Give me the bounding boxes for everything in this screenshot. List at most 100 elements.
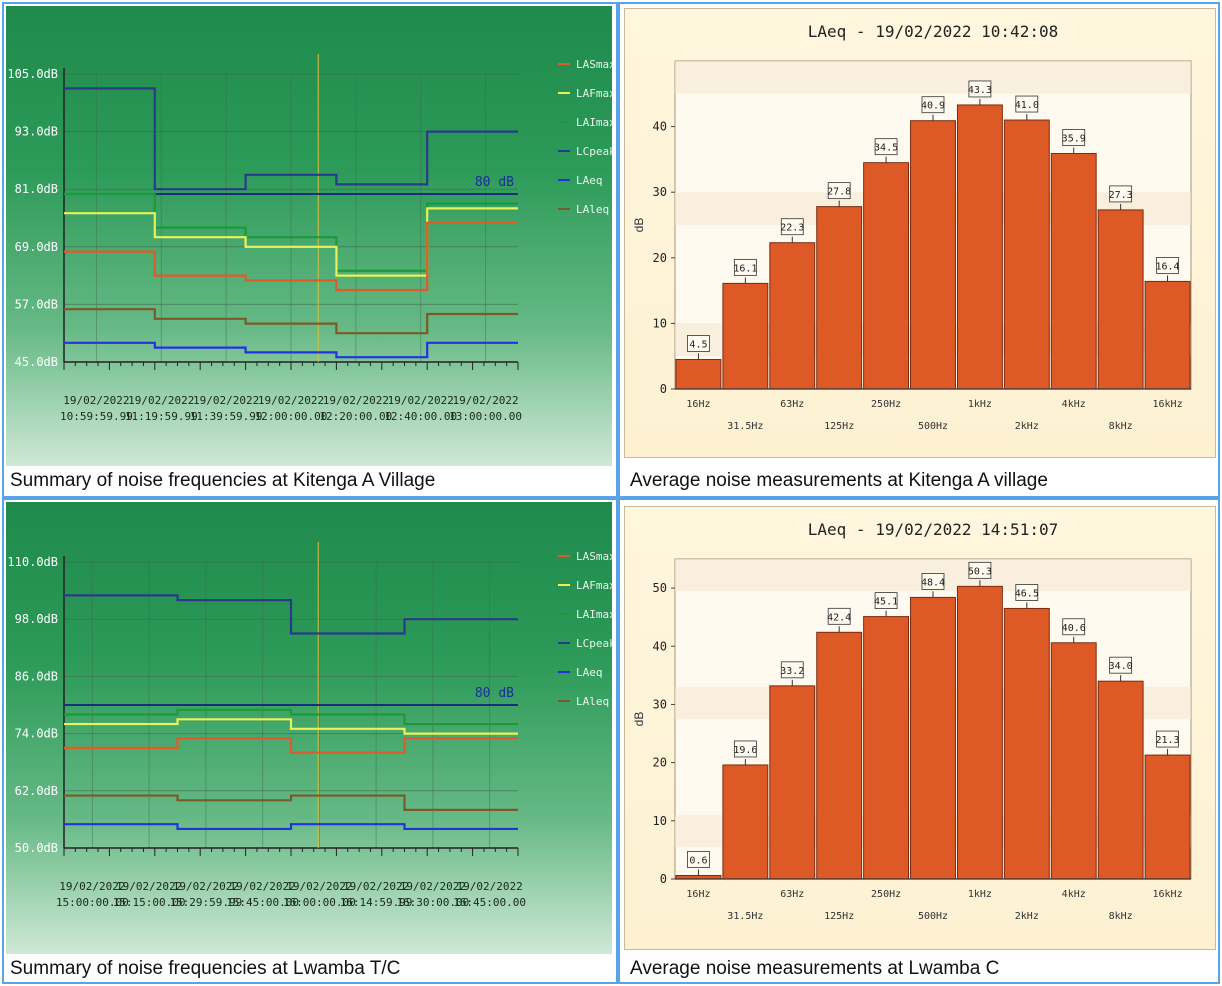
data-label-box <box>1015 95 1039 113</box>
series-line-laeq <box>64 341 518 359</box>
data-label-box <box>780 661 804 679</box>
y-tick-label: 57.0dB <box>15 297 58 311</box>
legend-label-lasmax: LASmax <box>576 58 612 71</box>
data-label-box <box>874 592 898 609</box>
data-label: 27.8 <box>827 187 851 198</box>
x-tick-label: 1kHz <box>968 399 992 410</box>
data-label: 35.9 <box>1062 133 1086 144</box>
bar <box>863 616 910 880</box>
cell-top-right <box>618 2 1220 498</box>
x-tick-label: 2kHz <box>1015 421 1039 432</box>
x-tick-label-date: 19/02/2022 <box>323 394 389 407</box>
data-label: 46.5 <box>1015 588 1039 599</box>
series-line-lasmax <box>64 221 518 292</box>
legend-label-laleq: LAleq <box>576 203 609 216</box>
y-tick-label: 10 <box>653 316 667 330</box>
data-label: 19.6 <box>733 745 757 756</box>
bar <box>1097 680 1144 880</box>
chart-title: LAeq - 19/02/2022 14:51:07 <box>808 520 1058 539</box>
data-label: 34.5 <box>874 143 898 154</box>
data-label-box <box>874 138 898 156</box>
x-tick-label-time: 16:30:00.00 <box>396 896 469 909</box>
bar <box>1144 280 1191 390</box>
y-tick-label: 74.0dB <box>15 727 58 741</box>
y-tick-label: 93.0dB <box>15 125 58 139</box>
plot-band <box>675 61 1191 94</box>
x-tick-label: 16Hz <box>686 889 710 900</box>
caption-bottom-left: Summary of noise frequencies at Lwamba T… <box>10 958 401 979</box>
data-label: 41.0 <box>1015 100 1039 111</box>
data-label: 4.5 <box>689 339 707 350</box>
x-tick-label-date: 19/02/2022 <box>230 880 296 893</box>
x-tick-label-time: 12:20:00.00 <box>319 410 392 423</box>
x-tick-label: 63Hz <box>780 889 804 900</box>
x-tick-label: 16Hz <box>686 399 710 410</box>
y-tick-label: 62.0dB <box>15 784 58 798</box>
x-tick-label-date: 19/02/2022 <box>63 394 129 407</box>
legend-label-laeq: LAeq <box>576 174 603 187</box>
y-tick-label: 86.0dB <box>15 669 58 683</box>
data-label: 50.3 <box>968 566 992 577</box>
data-label: 40.6 <box>1062 623 1086 634</box>
data-label: 0.6 <box>689 856 707 867</box>
bar <box>1144 754 1191 880</box>
y-tick-label: 69.0dB <box>15 240 58 254</box>
bar <box>1097 209 1144 390</box>
data-label: 40.9 <box>921 101 945 112</box>
panel-kitenga-summary: 105.0dB 93.0dB 81.0dB 69.0dB 57.0dB 45.0dB 19/… <box>6 6 612 466</box>
data-label-box <box>733 740 757 758</box>
legend-label-laeq: LAeq <box>576 666 603 679</box>
data-label: 21.3 <box>1155 735 1179 746</box>
data-label: 45.1 <box>874 597 898 608</box>
x-tick-label-time: 16:14:59.99 <box>340 896 413 909</box>
data-label-box <box>827 182 851 200</box>
series-line-laimax <box>64 708 518 726</box>
legend-label-lafmax: LAFmax <box>576 87 612 100</box>
series-line-lasmax <box>64 737 518 754</box>
y-tick-label: 30 <box>653 697 667 711</box>
series-line-laleq <box>64 794 518 811</box>
x-tick-label: 250Hz <box>871 399 901 410</box>
bar <box>910 596 956 880</box>
x-tick-label-time: 15:00:00.00 <box>56 896 129 909</box>
series-line-lafmax <box>64 718 518 735</box>
bar-chart-kitenga: LAeq - 19/02/2022 10:42:08 dB 0 10 20 30 40 4.5… <box>632 22 1192 432</box>
panel-kitenga-average: LAeq - 19/02/2022 10:42:08 dB 0 10 20 30 40 4.5… <box>624 8 1216 458</box>
data-label-box <box>968 561 992 579</box>
x-tick-label-date: 19/02/2022 <box>286 880 352 893</box>
x-tick-label: 63Hz <box>780 399 804 410</box>
data-label-box <box>968 80 992 98</box>
bar <box>863 162 910 390</box>
x-tick-label-time: 15:15:00.00 <box>113 896 186 909</box>
y-tick-label: 110.0dB <box>7 555 58 569</box>
series-line-lcpeak <box>64 87 518 191</box>
x-tick-label: 31.5Hz <box>727 911 763 922</box>
x-tick-label-time: 12:40:00.00 <box>384 410 457 423</box>
x-tick-label-date: 19/02/2022 <box>128 394 194 407</box>
x-tick-label-time: 12:00:00.00 <box>255 410 328 423</box>
y-axis-label: dB <box>632 218 646 233</box>
y-tick-label: 30 <box>653 185 667 199</box>
caption-top-right: Average noise measurements at Kitenga A … <box>630 470 1048 491</box>
reference-label: 80 dB <box>475 686 514 701</box>
bar <box>769 685 816 880</box>
caption-bottom-right: Average noise measurements at Lwamba C <box>630 958 1000 979</box>
x-tick-label-date: 19/02/2022 <box>116 880 182 893</box>
x-tick-label: 4kHz <box>1062 889 1086 900</box>
panel-lwamba-average: LAeq - 19/02/2022 14:51:07 dB 0 10 20 30 40 50 0… <box>624 506 1216 950</box>
legend-label-lasmax: LASmax <box>576 550 612 563</box>
x-tick-label-time: 11:39:59.99 <box>190 410 263 423</box>
x-tick-label: 2kHz <box>1015 911 1039 922</box>
bar <box>816 206 863 390</box>
cell-bottom-right <box>618 498 1220 984</box>
data-label-box <box>1062 129 1086 146</box>
data-label: 34.0 <box>1109 661 1133 672</box>
data-label: 43.3 <box>968 85 992 96</box>
x-tick-label-time: 13:00:00.00 <box>449 410 522 423</box>
legend-label-laimax: LAImax <box>576 116 612 129</box>
bar <box>1003 607 1050 880</box>
x-tick-label-time: 10:59:59.99 <box>60 410 133 423</box>
data-label: 22.3 <box>780 223 804 234</box>
y-tick-label: 50.0dB <box>15 841 58 855</box>
legend-label-lcpeak: LCpeak <box>576 637 612 650</box>
